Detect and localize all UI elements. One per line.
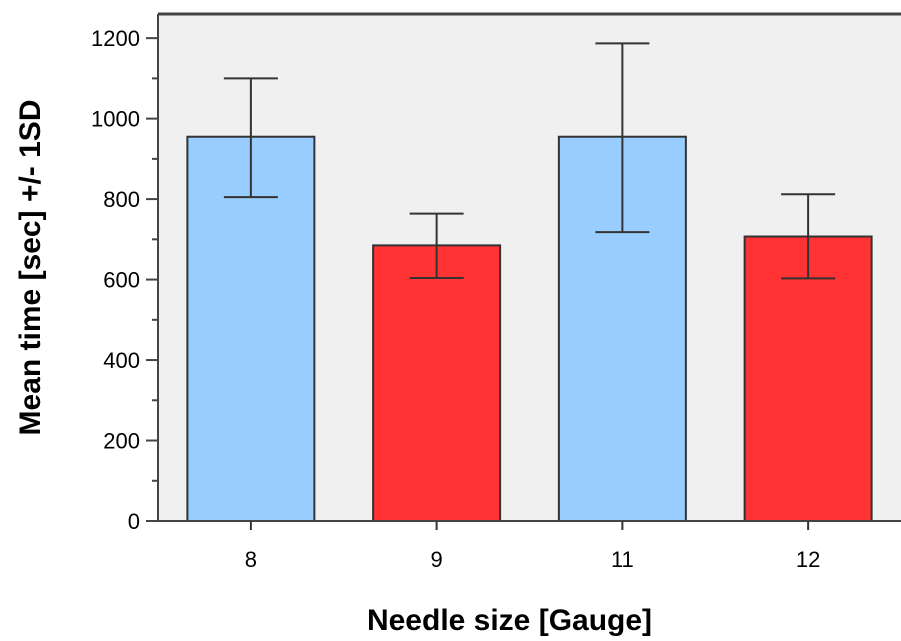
y-tick-label-400: 400 [103,348,140,373]
x-tick-label-11: 11 [611,547,634,572]
y-tick-label-1200: 1200 [91,26,140,51]
x-axis-title: Needle size [Gauge] [367,604,652,637]
bar-9 [372,244,502,522]
y-axis-title: Mean time [sec] +/- 1SD [14,100,47,436]
x-tick-label-9: 9 [431,547,443,572]
y-tick-label-1000: 1000 [91,107,140,132]
bar-8 [186,135,316,522]
ticks-group: 8 9 11 12 0 200 400 600 800 1000 1200 [91,26,820,572]
bar-12 [743,235,873,522]
y-tick-label-0: 0 [128,509,140,534]
y-tick-label-200: 200 [103,429,140,454]
error-bars-group [223,42,836,280]
x-tick-label-12: 12 [796,547,820,572]
y-tick-label-800: 800 [103,187,140,212]
x-tick-label-8: 8 [245,547,257,572]
y-tick-label-600: 600 [103,268,140,293]
axes-group [157,12,901,522]
